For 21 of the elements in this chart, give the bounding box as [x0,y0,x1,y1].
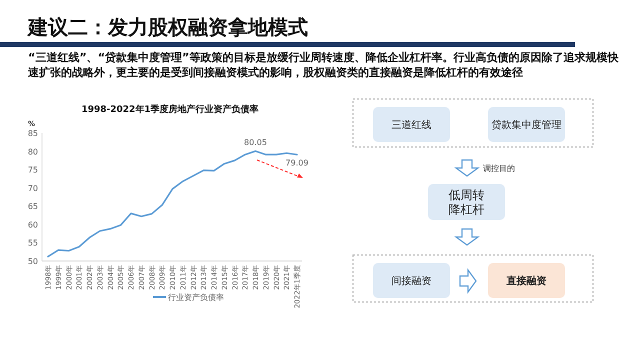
text: 建议二：发力股权融资拿地模式 [26,15,308,39]
text: “三道红线”、“贷款集中度管理”等政策的目标是放缓行业周转速度、降低企业杠杆率。行业高负债的原因除了追求规模快速扩张的战略外，更主要的是受到间接融资模式的影响，股权融资类的直接融资是降低杠杆的有效途径 [28,50,620,80]
data-label: 80.05 [244,138,267,148]
data-label: 79.09 [286,158,308,168]
y-tick-label: 65 [28,202,38,212]
y-tick-label: 80 [28,147,38,156]
text: 三道红线 [392,119,432,131]
text: 间接融资 [392,275,432,287]
text: 低周转 [448,188,484,202]
legend-label: 行业资产负债率 [168,293,224,302]
y-tick-label: 55 [28,238,38,248]
text: 贷款集中度管理 [492,119,562,131]
y-tick-label: 60 [28,220,38,230]
text: 调控目的 [483,164,515,173]
text: 降杠杆 [448,202,484,216]
text: 直接融资 [506,275,546,287]
y-tick-label: 75 [28,166,38,175]
y-tick-label: 85 [28,129,38,138]
chart-title: 1998-2022年1季度房地产行业资产负债率 [81,104,259,115]
y-tick-label: 50 [28,257,38,266]
y-tick-label: 70 [28,184,38,193]
